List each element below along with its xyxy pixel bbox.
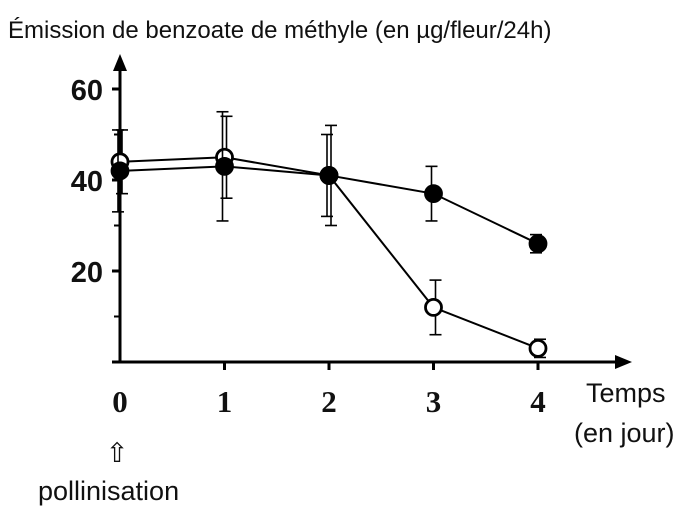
up-arrow-icon: ⇧ [106, 438, 129, 468]
x-tick-label: 2 [321, 384, 337, 419]
data-point-filled [319, 166, 339, 185]
series-open-circles [110, 115, 548, 359]
data-point-filled [528, 234, 548, 254]
chart-title: Émission de benzoate de méthyle (en µg/f… [8, 17, 551, 44]
x-tick-label: 3 [426, 384, 442, 419]
x-tick-label: 1 [217, 384, 233, 419]
data-point-open [424, 297, 443, 317]
data-point-filled [424, 184, 443, 204]
data-point-filled [215, 156, 234, 176]
ticks: 20 40 60 0 1 2 3 4 [71, 75, 546, 419]
pollinisation-annotation: ⇧ pollinisation [38, 438, 179, 506]
y-tick-label: 20 [71, 257, 103, 289]
series-filled-circles [110, 110, 548, 254]
annotation-label: pollinisation [38, 476, 179, 506]
x-axis-arrowhead [615, 355, 632, 369]
x-axis-label-line1: Temps [586, 378, 666, 408]
x-tick-label: 0 [112, 384, 128, 419]
y-tick-label: 40 [71, 166, 103, 198]
y-axis-arrowhead [113, 54, 127, 71]
series-layer [110, 110, 548, 359]
x-tick-label: 4 [530, 384, 546, 419]
axes [112, 54, 632, 369]
y-tick-label: 60 [71, 75, 103, 107]
data-point-filled [110, 161, 130, 181]
series-line [119, 156, 539, 350]
x-axis-label-line2: (en jour) [574, 418, 675, 448]
data-point-open [528, 338, 548, 358]
